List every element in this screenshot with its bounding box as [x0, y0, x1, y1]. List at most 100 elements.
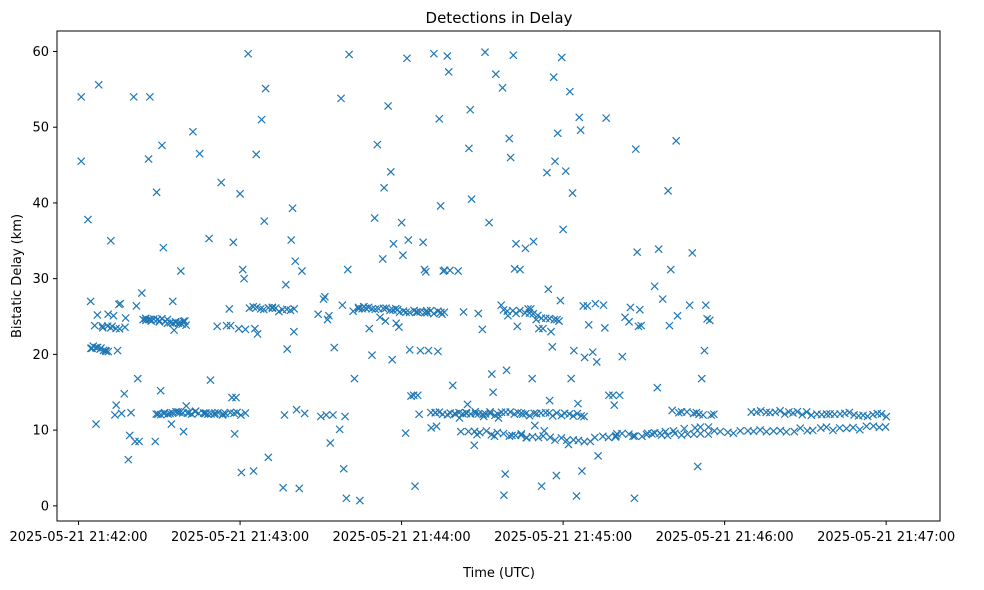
- data-point: [252, 150, 261, 159]
- data-point: [568, 189, 577, 198]
- data-point: [583, 301, 592, 310]
- data-point: [405, 308, 414, 317]
- y-tick-label: 30: [32, 272, 49, 287]
- data-point: [429, 49, 438, 58]
- data-point: [631, 145, 640, 154]
- data-point: [179, 317, 188, 326]
- data-point: [580, 412, 589, 421]
- data-point: [182, 321, 191, 330]
- data-point: [283, 345, 292, 354]
- data-point: [371, 305, 380, 314]
- data-point: [594, 451, 603, 460]
- data-point: [419, 238, 428, 247]
- data-point: [798, 410, 807, 419]
- data-point: [530, 409, 539, 418]
- data-point: [505, 134, 514, 143]
- data-point: [373, 140, 382, 149]
- data-point: [466, 409, 475, 419]
- data-point: [482, 426, 491, 435]
- data-point: [529, 309, 538, 318]
- data-point: [370, 214, 379, 223]
- data-point: [877, 409, 886, 418]
- data-point: [776, 426, 785, 435]
- data-point: [241, 325, 250, 334]
- data-point: [537, 482, 546, 491]
- data-point: [292, 405, 301, 414]
- data-point: [98, 323, 107, 332]
- data-point: [176, 267, 185, 276]
- data-point: [300, 409, 309, 418]
- data-point: [382, 304, 391, 313]
- data-point: [565, 409, 574, 419]
- data-point: [328, 410, 337, 419]
- data-point: [862, 422, 871, 431]
- data-point: [485, 218, 494, 227]
- data-point: [625, 317, 634, 326]
- data-point: [666, 265, 675, 274]
- data-point: [559, 225, 568, 234]
- data-point: [592, 357, 601, 366]
- data-point: [475, 428, 484, 437]
- data-point: [673, 311, 682, 320]
- data-point: [237, 468, 246, 477]
- data-point: [402, 308, 411, 317]
- data-point: [470, 441, 479, 450]
- data-point: [600, 323, 609, 332]
- data-point: [217, 178, 226, 187]
- data-point: [261, 84, 270, 93]
- data-point: [399, 306, 408, 316]
- data-point: [665, 321, 674, 330]
- data-point: [557, 53, 566, 62]
- data-point: [202, 409, 211, 418]
- data-point: [546, 327, 556, 336]
- data-point: [664, 186, 673, 195]
- data-point: [881, 422, 890, 431]
- data-point: [869, 422, 878, 431]
- data-point: [517, 429, 526, 438]
- data-point: [219, 409, 228, 418]
- data-point: [231, 393, 241, 402]
- data-point: [633, 248, 642, 257]
- data-point: [699, 410, 708, 419]
- data-point: [167, 420, 176, 429]
- data-point: [249, 466, 258, 476]
- data-point: [855, 425, 864, 434]
- data-point: [287, 236, 296, 245]
- data-point: [618, 352, 627, 361]
- data-point: [324, 311, 333, 320]
- data-point: [454, 267, 463, 276]
- data-point: [229, 409, 238, 418]
- data-point: [569, 346, 578, 355]
- data-point: [572, 491, 581, 501]
- data-point: [129, 92, 138, 101]
- data-point: [241, 409, 250, 418]
- data-point: [624, 430, 633, 439]
- data-point: [385, 306, 395, 315]
- data-point: [669, 426, 678, 435]
- data-point: [146, 315, 155, 324]
- data-point: [584, 320, 593, 329]
- data-point: [548, 411, 557, 420]
- data-point: [350, 374, 359, 383]
- data-point: [113, 346, 122, 355]
- data-point: [474, 309, 483, 318]
- data-point: [117, 409, 126, 418]
- data-point: [338, 301, 347, 310]
- data-point: [206, 376, 215, 385]
- data-point: [341, 412, 350, 421]
- data-point: [379, 304, 388, 313]
- data-point: [259, 305, 268, 314]
- data-point: [700, 346, 709, 355]
- data-point: [756, 425, 765, 435]
- data-point: [780, 410, 789, 419]
- data-point: [638, 432, 647, 441]
- data-point: [532, 315, 541, 324]
- data-point: [120, 389, 129, 398]
- data-point: [380, 183, 389, 192]
- data-point: [577, 466, 586, 476]
- data-point: [175, 408, 184, 417]
- data-point: [214, 408, 223, 417]
- data-point: [509, 51, 518, 60]
- data-point: [464, 427, 473, 436]
- data-point: [863, 412, 872, 421]
